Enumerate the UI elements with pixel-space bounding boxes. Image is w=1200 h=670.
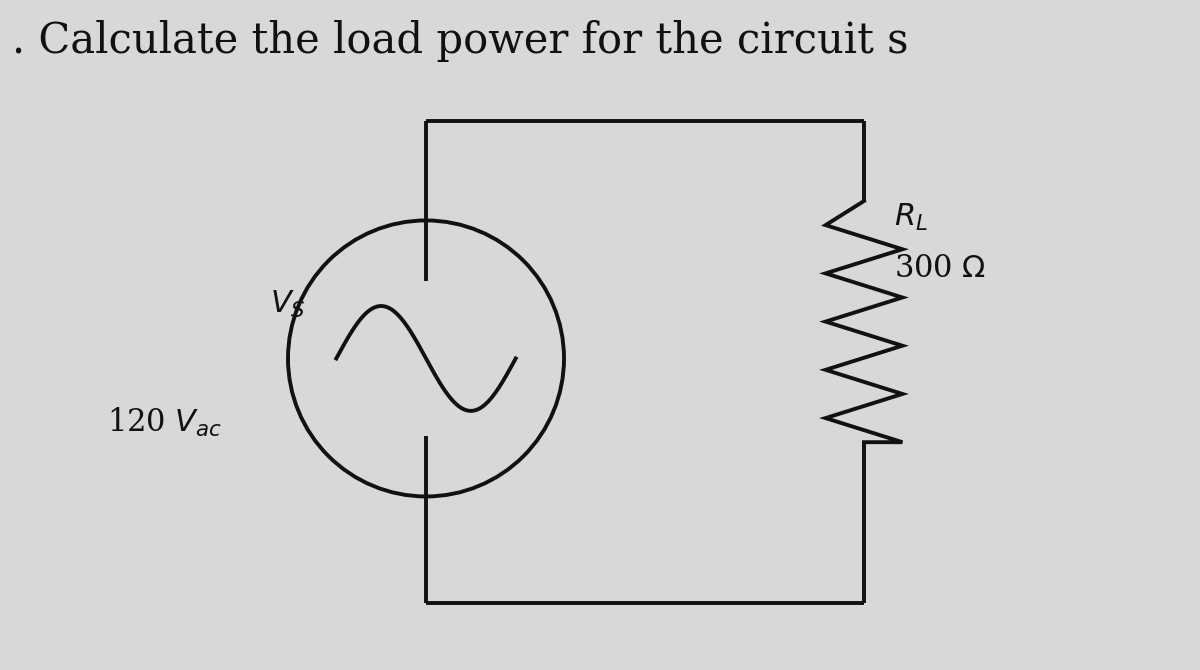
- Text: . Calculate the load power for the circuit s: . Calculate the load power for the circu…: [12, 20, 908, 62]
- Text: $R_L$: $R_L$: [894, 202, 928, 233]
- Text: 300 $\Omega$: 300 $\Omega$: [894, 253, 986, 283]
- Text: $V_S$: $V_S$: [270, 289, 306, 320]
- Text: 120 $V_{ac}$: 120 $V_{ac}$: [107, 405, 222, 439]
